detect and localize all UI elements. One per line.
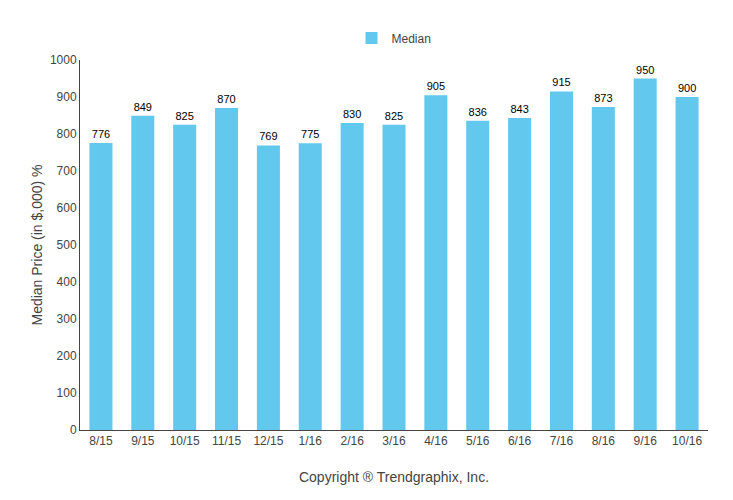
svg-text:900: 900 — [57, 90, 77, 104]
svg-text:8/16: 8/16 — [592, 434, 616, 448]
svg-text:6/16: 6/16 — [508, 434, 532, 448]
svg-text:300: 300 — [57, 312, 77, 326]
svg-text:9/15: 9/15 — [131, 434, 155, 448]
svg-text:10/16: 10/16 — [672, 434, 702, 448]
svg-text:11/15: 11/15 — [212, 434, 241, 448]
svg-text:836: 836 — [469, 106, 487, 118]
svg-text:825: 825 — [385, 110, 403, 122]
svg-text:775: 775 — [301, 128, 319, 140]
svg-text:10/15: 10/15 — [170, 434, 200, 448]
svg-text:825: 825 — [175, 110, 193, 122]
svg-text:200: 200 — [57, 349, 77, 363]
svg-text:873: 873 — [594, 92, 612, 104]
svg-text:12/15: 12/15 — [253, 434, 283, 448]
svg-text:849: 849 — [134, 101, 152, 113]
svg-text:1/16: 1/16 — [299, 434, 323, 448]
svg-text:400: 400 — [57, 275, 77, 289]
svg-text:500: 500 — [57, 238, 77, 252]
svg-text:3/16: 3/16 — [382, 434, 406, 448]
svg-text:769: 769 — [259, 130, 277, 142]
svg-text:950: 950 — [636, 64, 654, 76]
svg-text:4/16: 4/16 — [424, 434, 448, 448]
svg-text:Median Price (in $,000) %: Median Price (in $,000) % — [29, 164, 45, 325]
svg-text:7/16: 7/16 — [550, 434, 574, 448]
svg-text:915: 915 — [552, 76, 570, 88]
svg-text:0: 0 — [70, 423, 77, 437]
svg-text:700: 700 — [57, 164, 77, 178]
svg-text:776: 776 — [92, 128, 110, 140]
svg-text:600: 600 — [57, 201, 77, 215]
svg-text:900: 900 — [678, 82, 696, 94]
svg-text:830: 830 — [343, 108, 361, 120]
svg-text:800: 800 — [57, 127, 77, 141]
svg-text:870: 870 — [217, 93, 235, 105]
svg-text:Median: Median — [392, 32, 431, 46]
svg-text:2/16: 2/16 — [340, 434, 364, 448]
svg-text:Copyright ® Trendgraphix, Inc.: Copyright ® Trendgraphix, Inc. — [299, 469, 489, 485]
svg-text:1000: 1000 — [50, 53, 77, 67]
svg-text:8/15: 8/15 — [89, 434, 113, 448]
svg-text:9/16: 9/16 — [634, 434, 658, 448]
svg-text:905: 905 — [427, 80, 445, 92]
svg-text:843: 843 — [510, 103, 528, 115]
svg-text:100: 100 — [57, 386, 77, 400]
svg-text:5/16: 5/16 — [466, 434, 490, 448]
